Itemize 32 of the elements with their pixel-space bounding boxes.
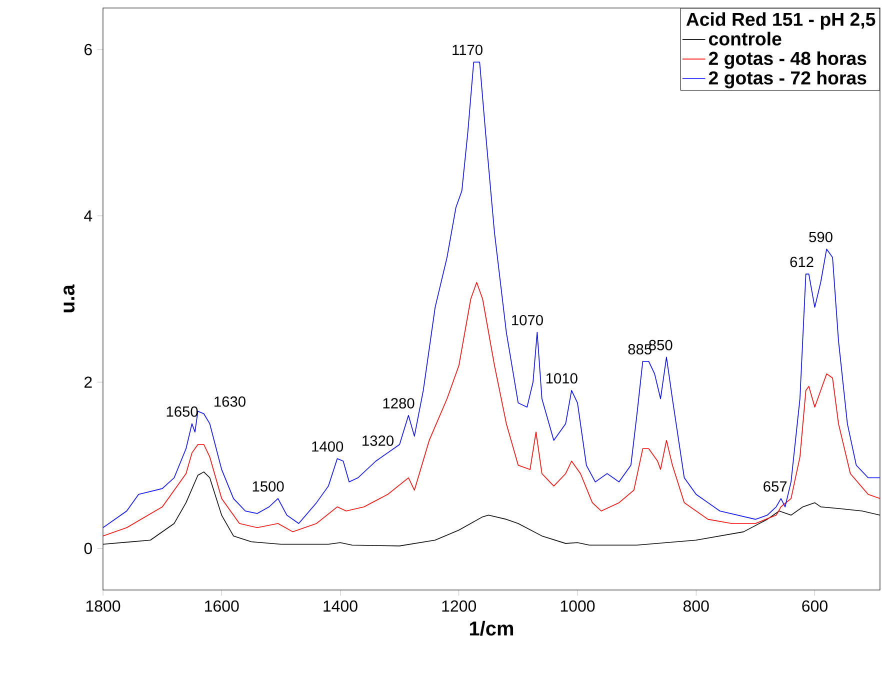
x-tick-label: 1200: [442, 600, 476, 612]
y-tick-label: 6: [84, 44, 92, 56]
line-series: [102, 282, 880, 536]
legend-label: 2 gotas - 72 horas: [708, 70, 866, 88]
x-tick-label: 600: [802, 600, 828, 612]
x-axis-title: 1/cm: [470, 620, 514, 636]
y-tick-label: 4: [84, 210, 92, 222]
annotation: 1630: [214, 396, 246, 407]
y-tick-label: 0: [84, 542, 92, 554]
y-tick-label: 2: [84, 376, 92, 388]
x-tick-label: 1600: [205, 600, 239, 612]
annotation: 1010: [546, 373, 578, 384]
annotation: 1650: [166, 406, 198, 417]
x-tick-label: 1000: [560, 600, 595, 612]
y-axis-title: u.a: [64, 284, 75, 312]
legend-title: Acid Red 151 - pH 2,5: [686, 12, 876, 30]
annotation: 885: [628, 344, 652, 354]
annotation: 590: [809, 232, 832, 242]
annotation: 1280: [383, 398, 414, 408]
annotation: 1070: [512, 314, 543, 326]
annotation: 657: [764, 481, 787, 492]
x-tick-label: 1400: [324, 600, 358, 612]
annotation: 1500: [252, 481, 284, 492]
legend-label: controle: [709, 32, 782, 46]
x-tick-label: 1800: [86, 600, 120, 612]
annotation: 1170: [452, 44, 482, 56]
legend-label: 2 gotas - 48 horas: [708, 51, 866, 69]
annotation: 1400: [312, 441, 344, 452]
annotation: 850: [649, 340, 672, 350]
annotation: 1320: [362, 436, 394, 446]
x-tick-label: 800: [683, 600, 709, 612]
annotation: 612: [790, 256, 814, 268]
